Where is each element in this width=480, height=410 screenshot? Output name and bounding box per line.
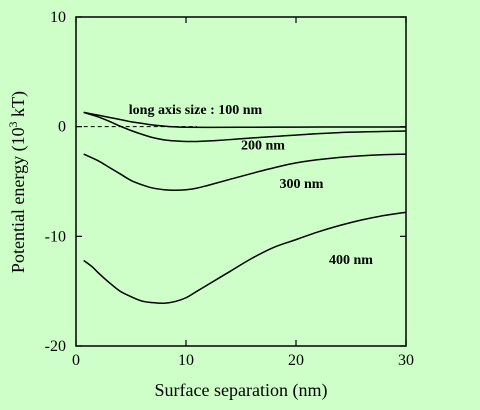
series-line-2 (83, 111, 407, 143)
series-line-3 (83, 153, 407, 192)
series-label-4: 400 nm (329, 253, 373, 268)
x-tick-label: 10 (178, 352, 194, 369)
x-tick-label: 30 (398, 352, 414, 369)
y-axis-title-unit: kT) (8, 91, 29, 122)
series-labels: long axis size : 100 nm 200 nm 300 nm 400 n… (129, 103, 373, 268)
x-tick-label: 20 (288, 352, 304, 369)
x-tick-label: 0 (72, 352, 80, 369)
x-axis-title: Surface separation (nm) (155, 380, 328, 401)
axis-ticks (75, 16, 407, 347)
series-label-1: long axis size : 100 nm (129, 103, 263, 118)
y-tick-label: 0 (58, 119, 66, 136)
plot-frame (75, 16, 407, 347)
y-axis-title-main: Potential energy (10 (8, 127, 29, 273)
series-label-2: 200 nm (241, 139, 285, 154)
y-tick-label: 10 (50, 9, 66, 26)
series-curves (83, 111, 407, 305)
y-tick-label: -10 (45, 228, 66, 245)
axis-tick-labels: 0 10 20 30 -20 -10 0 10 (45, 9, 414, 369)
y-axis-title: Potential energy (103 kT) (6, 91, 29, 273)
series-line-4 (83, 211, 407, 305)
y-axis-title-superscript: 3 (6, 121, 20, 127)
y-tick-label: -20 (45, 338, 66, 355)
series-label-3: 300 nm (280, 177, 324, 192)
series-line-1 (83, 111, 407, 129)
